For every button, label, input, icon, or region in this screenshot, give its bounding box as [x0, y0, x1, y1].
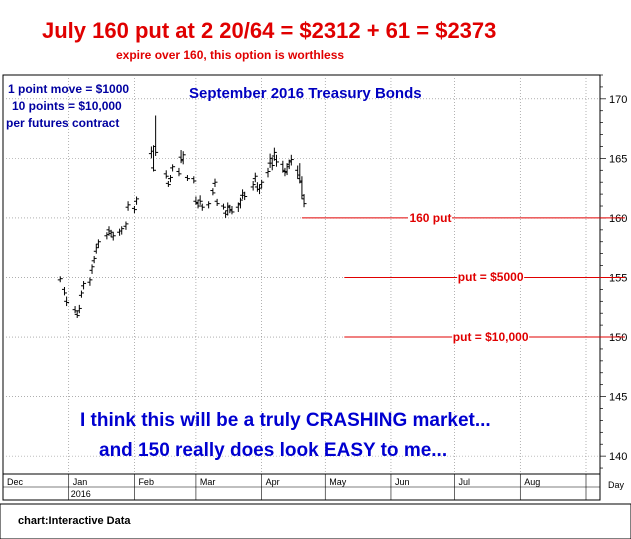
month-label: Feb [138, 477, 154, 487]
ohlc-bar [74, 310, 80, 318]
ohlc-bar [220, 203, 226, 210]
ohlc-bar [252, 172, 258, 183]
month-label: Dec [7, 477, 24, 487]
month-label: Jan [73, 477, 88, 487]
ohlc-bar [250, 181, 256, 191]
ohlc-bar [76, 304, 82, 314]
ohlc-bar [165, 181, 171, 187]
ohlc-bar [91, 256, 97, 264]
credit-box [0, 503, 631, 539]
ohlc-bar [170, 164, 176, 172]
ohlc-bar [180, 151, 186, 165]
ohlc-bar [61, 287, 67, 296]
ohlc-bar [176, 167, 182, 177]
ohlc-bar [184, 175, 190, 182]
plot-frame [2, 74, 601, 501]
y-tick-label: 165 [609, 153, 627, 165]
ohlc-bar [242, 191, 248, 201]
ohlc-bar [212, 178, 218, 187]
ohlc-bar [271, 147, 277, 161]
ohlc-bar [78, 290, 84, 298]
ohlc-bar [163, 170, 169, 179]
level-label: put = $10,000 [451, 330, 530, 345]
y-tick-label: 170 [609, 94, 627, 106]
ohlc-bar [64, 296, 70, 307]
y-tick-label: 140 [609, 451, 627, 463]
ohlc-bar [229, 206, 235, 215]
month-label: Aug [524, 477, 540, 487]
commentary-line-2: and 150 really does look EASY to me... [99, 440, 448, 461]
ohlc-bar [191, 176, 197, 184]
ohlc-bar [199, 203, 205, 211]
data-credit: chart:Interactive Data [18, 515, 131, 527]
chart-title: September 2016 Treasury Bonds [189, 85, 422, 102]
y-tick-label: 145 [609, 392, 627, 404]
y-tick-label: 160 [609, 213, 627, 225]
ohlc-bar [131, 206, 137, 214]
month-label: Mar [200, 477, 216, 487]
y-tick-label: 150 [609, 332, 627, 344]
ohlc-bar [288, 154, 294, 166]
ohlc-bar [151, 145, 157, 172]
note-per-contract: per futures contract [6, 116, 120, 130]
ohlc-bar [125, 201, 131, 211]
ohlc-bar [237, 197, 243, 209]
ohlc-bar [110, 232, 116, 241]
ohlc-bar [301, 194, 307, 208]
headline: July 160 put at 2 20/64 = $2312 + 61 = $… [42, 18, 497, 43]
ohlc-bar [57, 276, 63, 283]
ohlc-bar [153, 115, 159, 156]
ohlc-bar [214, 198, 220, 207]
ohlc-bar [265, 167, 271, 178]
month-label: Jun [395, 477, 410, 487]
year-label: 2016 [71, 489, 91, 499]
ohlc-bar [206, 201, 212, 209]
level-label: 160 put [408, 210, 453, 225]
note-ten-points: 10 points = $10,000 [12, 99, 122, 113]
ohlc-bar [87, 277, 93, 286]
ohlc-bar [119, 226, 125, 235]
x-unit-label: Day [608, 480, 625, 490]
ohlc-bar [81, 281, 87, 290]
ohlc-bar [134, 196, 140, 205]
ohlc-bar [197, 195, 203, 205]
subheadline: expire over 160, this option is worthles… [116, 48, 345, 62]
note-point-move: 1 point move = $1000 [8, 82, 130, 96]
ohlc-bar [273, 154, 279, 167]
month-label: May [329, 477, 347, 487]
level-label: put = $5000 [456, 270, 525, 285]
ohlc-bar [95, 239, 101, 248]
commentary-line-1: I think this will be a truly CRASHING ma… [80, 410, 491, 431]
ohlc-bar [89, 264, 95, 274]
ohlc-bar [210, 188, 216, 196]
month-label: Jul [459, 477, 471, 487]
ohlc-bar [259, 179, 265, 189]
ohlc-bar [123, 221, 129, 230]
month-label: Apr [266, 477, 280, 487]
ohlc-bar [167, 175, 173, 183]
ohlc-bar [269, 157, 275, 171]
y-tick-label: 155 [609, 272, 627, 284]
